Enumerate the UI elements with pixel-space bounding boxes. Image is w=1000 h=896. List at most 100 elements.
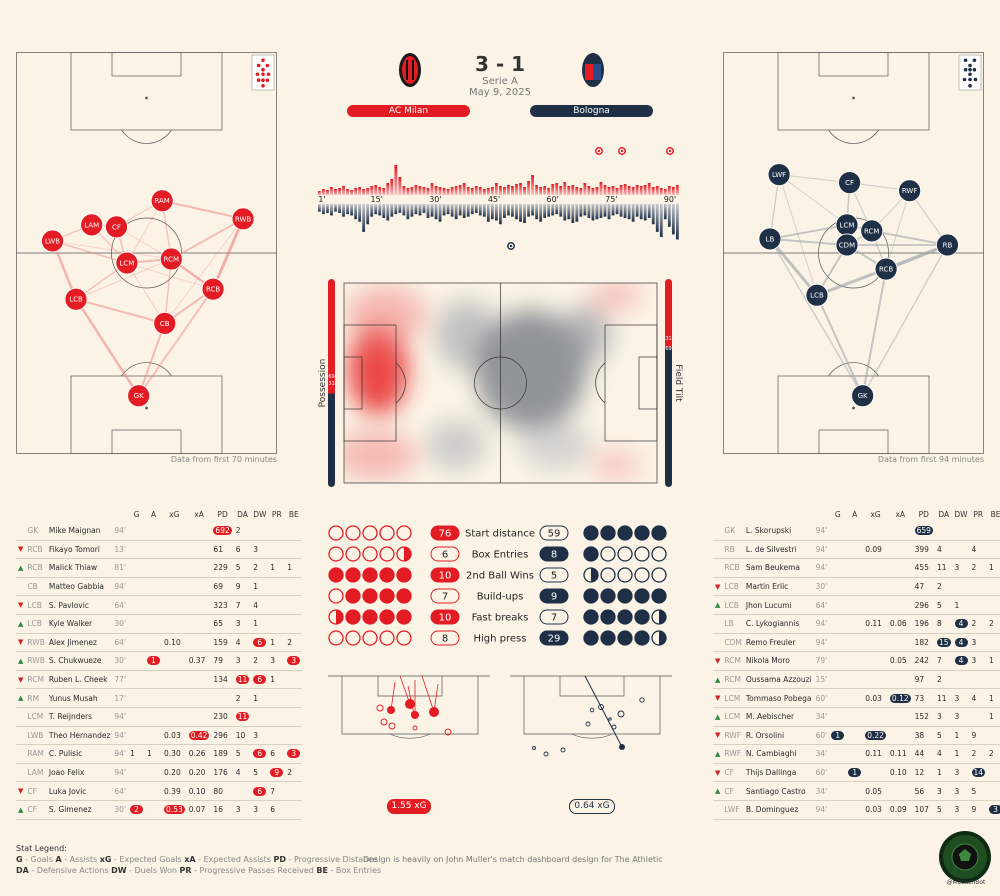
stat-cell	[846, 651, 864, 671]
stat-cell	[186, 540, 212, 560]
player-node	[127, 384, 151, 408]
stat-cell	[285, 522, 303, 541]
player-row: RAM C. Pulisic 94' 1 1 0.30 0.26 189 5 6 6 3	[16, 744, 303, 764]
stat-cell	[285, 688, 303, 708]
away-rating-dot	[600, 609, 616, 625]
player-node-label: CDM	[839, 241, 855, 249]
away-momentum-bar	[655, 204, 659, 232]
home-momentum-bar	[414, 185, 418, 195]
table-header: DA	[237, 509, 248, 519]
stat-cell	[162, 614, 187, 634]
player-position: RWF	[722, 744, 744, 764]
table-header: PR	[973, 509, 984, 519]
stat-cell	[233, 781, 252, 801]
player-node-label: LCB	[69, 296, 83, 304]
away-shot-marker	[608, 717, 612, 721]
away-momentum-bar	[587, 204, 591, 218]
sub-on-icon: ▲	[16, 800, 26, 820]
home-momentum-bar	[370, 186, 374, 195]
stat-cell	[863, 707, 888, 727]
home-shot-marker	[388, 722, 396, 730]
match-header: 3 - 1 Serie A May 9, 2025	[380, 50, 620, 98]
table-header: xG	[870, 509, 881, 519]
away-momentum-bar	[482, 204, 486, 217]
stat-cell: 2	[128, 800, 146, 820]
stat-cell	[829, 577, 847, 597]
home-momentum-bar	[651, 187, 655, 195]
stat-cell	[829, 781, 847, 801]
away-momentum-bar	[503, 204, 506, 218]
home-rating-dot	[362, 609, 378, 625]
home-momentum-bar	[402, 186, 406, 195]
player-minutes: 94'	[112, 522, 129, 541]
stat-cell: 7	[233, 595, 252, 615]
away-momentum-bar	[490, 204, 494, 220]
home-momentum-bar	[366, 188, 370, 195]
stat-cell	[145, 707, 163, 727]
stat-cell	[186, 522, 212, 541]
stat-cell: 2	[969, 614, 988, 634]
away-momentum-bar	[494, 204, 498, 221]
away-momentum-bar	[370, 204, 374, 217]
stat-cell	[969, 707, 988, 727]
player-row: ▲ LCB Kyle Walker 30' 65 3 1	[16, 614, 303, 634]
stat-cell: 0.20	[186, 763, 212, 783]
player-position: CF	[25, 781, 47, 801]
stat-cell	[285, 707, 303, 727]
player-minutes: 79'	[813, 651, 830, 671]
table-header: BE	[990, 509, 1000, 519]
stat-cell: 3	[268, 651, 286, 671]
stat-cell	[285, 800, 303, 820]
away-momentum-bar	[434, 204, 438, 220]
away-momentum-bar	[599, 204, 603, 218]
player-minutes: 94'	[813, 558, 830, 578]
home-rating-dot	[396, 609, 412, 625]
stat-cell: 0.09	[887, 800, 913, 820]
stat-cell: 4	[233, 763, 252, 783]
stat-cell: 2	[251, 558, 269, 578]
stat-cell	[128, 707, 146, 727]
away-momentum-bar	[394, 204, 398, 215]
stat-cell	[969, 670, 988, 690]
stat-cell: 4	[251, 595, 269, 615]
score: 3 - 1	[474, 52, 526, 76]
away-rating-dot	[583, 588, 599, 604]
player-minutes: 60'	[813, 763, 830, 783]
stat-cell	[934, 522, 953, 541]
stat-cell	[128, 522, 146, 541]
player-row: ▲ RWF N. Cambiaghi 34' 0.11 0.11 44 4 1 2 2	[713, 744, 1000, 764]
away-momentum-bar	[470, 204, 474, 215]
stat-label: Start distance	[465, 529, 535, 540]
legend-key: PR	[179, 866, 192, 875]
stat-cell	[162, 688, 187, 708]
home-momentum-bar	[559, 186, 563, 195]
stat-cell	[887, 670, 913, 690]
player-node	[860, 219, 884, 243]
away-momentum-bar	[382, 204, 386, 218]
away-rating-dot	[634, 525, 650, 541]
stat-cell	[829, 763, 847, 783]
stat-cell: 5	[251, 763, 269, 783]
player-node	[153, 311, 177, 335]
stat-cell: 3	[233, 614, 252, 634]
stat-cell: 1	[987, 558, 1000, 578]
stat-cell: 0.09	[863, 540, 888, 560]
stat-cell	[846, 726, 864, 746]
home-rating-dot	[379, 630, 395, 646]
stat-cell: 9	[268, 763, 286, 783]
stat-cell	[829, 670, 847, 690]
home-rating-dot	[396, 588, 412, 604]
home-momentum-bar	[543, 186, 547, 195]
minute-tick: 15'	[371, 195, 383, 204]
player-position: RB	[722, 540, 744, 560]
possession-label: Possession	[318, 359, 328, 408]
home-momentum-bar	[595, 187, 599, 195]
away-rating-dot	[634, 630, 650, 646]
possession-bar	[328, 279, 335, 487]
stat-cell	[128, 726, 146, 746]
player-row: ▲ LCB Jhon Lucumi 64' 296 5 1	[713, 595, 1000, 615]
stat-cell: 5	[934, 726, 953, 746]
table-header: A	[852, 509, 858, 519]
stat-cell: 69	[211, 577, 234, 597]
stat-cell: 3	[233, 800, 252, 820]
